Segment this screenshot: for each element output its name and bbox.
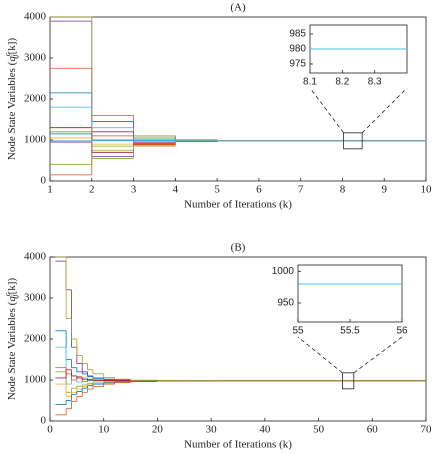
y-tick-label: 4000 [24,11,47,23]
y-tick-label: 0 [41,415,47,427]
y-tick-label: 985 [289,29,306,40]
x-tick-label: 1 [47,184,53,196]
chart-title: (B) [231,242,246,254]
zoom-box [342,372,355,390]
x-tick-label: 0 [47,424,53,436]
x-tick-label: 60 [367,424,379,436]
y-tick-label: 2000 [24,93,47,105]
x-tick-label: 7 [298,184,304,196]
x-tick-label: 10 [98,424,110,436]
y-tick-label: 1000 [272,266,295,277]
x-tick-label: 10 [421,184,433,196]
x-tick-label: 40 [259,424,271,436]
x-tick-label: 8.3 [368,77,382,88]
x-tick-label: 8.1 [303,77,317,88]
y-tick-label: 980 [289,44,306,55]
y-tick-label: 4000 [24,251,47,263]
step-lines [50,16,426,176]
x-tick-label: 6 [256,184,262,196]
y-tick-label: 950 [277,298,294,309]
y-axis-label: Node State Variables (qcj[k]) [3,38,19,161]
x-tick-label: 20 [152,424,164,436]
x-tick-label: 55 [292,326,304,337]
zoom-connector [309,87,344,134]
step-lines [55,256,426,416]
x-tick-label: 50 [313,424,325,436]
y-label-part: Node State Variables ( [6,61,18,160]
y-tick-label: 3000 [24,52,47,64]
x-axis-label: Number of Iterations (k) [184,439,292,451]
x-axis-label: Number of Iterations (k) [184,199,292,211]
y-label-part: [k]) [6,38,18,55]
x-tick-label: 8.2 [335,77,349,88]
y-tick-label: 3000 [24,292,47,304]
x-tick-label: 30 [206,424,218,436]
y-label-part: q [6,56,18,62]
y-label-part: c [3,292,12,296]
y-tick-label: 2000 [24,333,47,345]
y-label-part: j [10,54,19,58]
inset-frame [297,264,403,323]
x-tick-label: 2 [89,184,95,196]
x-tick-label: 9 [381,184,387,196]
plot-frame [49,256,427,422]
x-tick-label: 4 [173,184,179,196]
zoom-box [343,132,363,150]
zoom-connector [361,87,408,134]
y-label-part: [k]) [6,278,18,295]
x-tick-label: 70 [421,424,433,436]
zoom-connector [297,336,343,374]
x-tick-label: 55.5 [340,326,360,337]
y-label-part: j [10,294,19,298]
chart-title: (A) [230,2,246,14]
y-tick-label: 1000 [24,134,47,146]
y-label-part: c [3,52,12,56]
y-tick-label: 1000 [24,374,47,386]
zoom-connector [353,336,403,374]
y-label-part: q [6,296,18,302]
x-tick-label: 56 [396,326,408,337]
y-label-part: Node State Variables ( [6,301,18,400]
y-tick-label: 975 [289,59,306,70]
y-tick-label: 0 [41,175,47,187]
x-tick-label: 8 [340,184,346,196]
x-tick-label: 3 [131,184,137,196]
y-axis-label: Node State Variables (qcj[k]) [3,278,19,401]
x-tick-label: 5 [214,184,220,196]
